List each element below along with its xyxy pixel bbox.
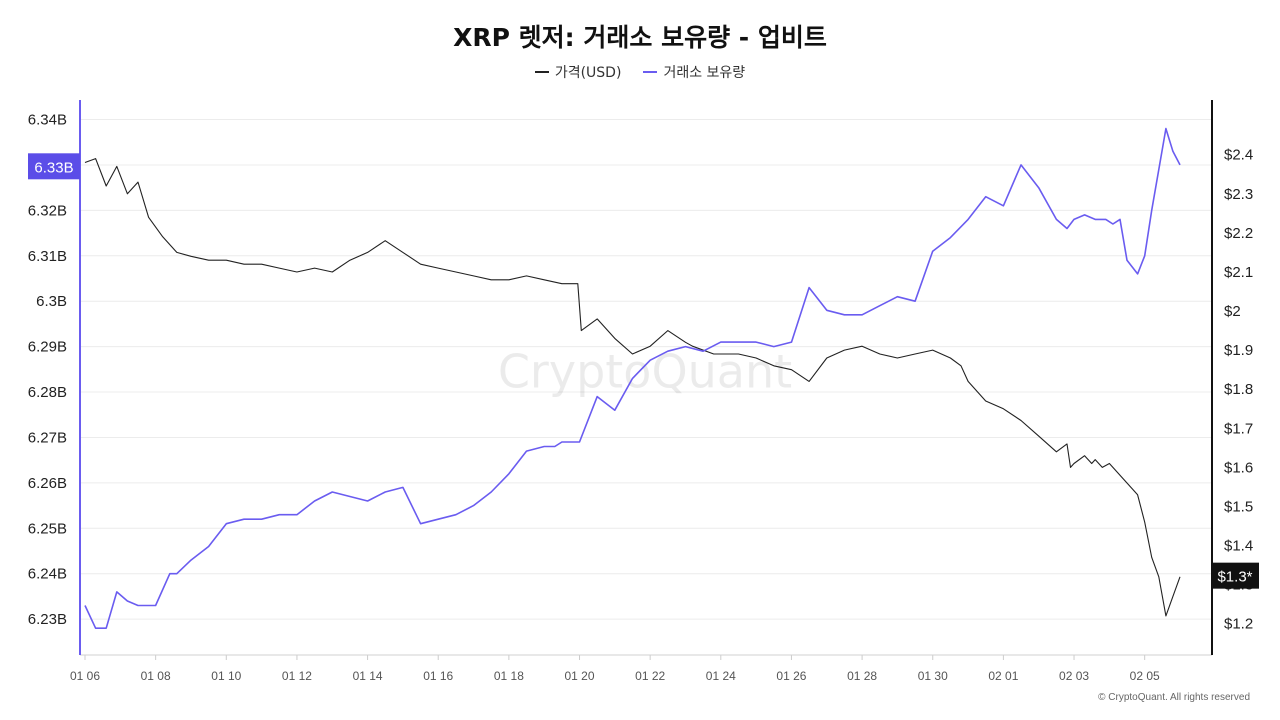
x-tick-label: 01 08 [141,669,171,683]
x-tick-label: 01 10 [211,669,241,683]
x-tick-label: 01 14 [353,669,383,683]
price-line [84,158,1181,617]
right-tick-label: $1.5 [1224,498,1253,515]
current-value-badges: 6.33B $1.3* [28,153,1259,589]
left-tick-label: 6.26B [28,475,67,492]
watermark: CryptoQuant [498,345,792,399]
x-tick-label: 01 12 [282,669,312,683]
right-tick-label: $1.2 [1224,616,1253,633]
copyright-text: © CryptoQuant. All rights reserved [1098,692,1250,703]
left-tick-label: 6.32B [28,202,67,219]
x-tick-label: 01 24 [706,669,736,683]
right-current-badge [1212,562,1259,589]
right-tick-label: $2.3 [1224,186,1253,203]
x-tick-label: 01 26 [776,669,806,683]
legend-swatch-reserve [643,71,658,73]
right-tick-label: $1.4 [1224,538,1253,555]
left-current-badge [28,153,80,180]
axes [79,100,1213,660]
right-tick-label: $1.6 [1224,459,1253,476]
left-tick-label: 6.27B [28,429,67,446]
grid-lines [80,119,1212,620]
chart-title: XRP 렛저: 거래소 보유량 - 업비트 [453,23,827,52]
chart-legend: 가격(USD) 거래소 보유량 [0,62,1280,82]
x-tick-label: 02 03 [1059,669,1089,683]
right-tick-label: $2.1 [1224,264,1253,281]
legend-item-price[interactable]: 가격(USD) [534,62,622,82]
series-layer [84,127,1181,630]
left-tick-label: 6.29B [28,339,67,356]
x-tick-label: 01 28 [847,669,877,683]
left-tick-label: 6.25B [28,520,67,537]
x-tick-label: 02 01 [988,669,1018,683]
right-tick-label: $1.8 [1224,381,1253,398]
right-tick-label: $2 [1224,303,1241,320]
left-tick-label: 6.31B [28,248,67,265]
x-tick-label: 01 18 [494,669,524,683]
left-tick-label: 6.23B [28,611,67,628]
right-tick-label: $1.9 [1224,342,1253,359]
x-tick-label: 01 22 [635,669,665,683]
legend-label-reserve: 거래소 보유량 [663,65,746,81]
left-tick-label: 6.34B [28,112,67,129]
right-tick-label: $1.7 [1224,420,1253,437]
right-tick-label: $2.4 [1224,147,1253,164]
x-tick-label: 01 30 [918,669,948,683]
exchange-reserve-line [84,127,1181,630]
right-current-label: $1.3* [1217,569,1252,586]
legend-swatch-price [534,71,549,73]
left-tick-label: 6.28B [28,384,67,401]
legend-item-reserve[interactable]: 거래소 보유량 [643,62,745,82]
legend-label-price: 가격(USD) [554,65,622,81]
x-tick-label: 01 06 [70,669,100,683]
x-tick-label: 01 20 [565,669,595,683]
left-tick-label: 6.3B [36,293,67,310]
left-tick-label: 6.24B [28,566,67,583]
left-current-label: 6.33B [34,159,73,176]
x-tick-label: 02 05 [1130,669,1160,683]
x-tick-label: 01 16 [423,669,453,683]
right-tick-label: $2.2 [1224,225,1253,242]
